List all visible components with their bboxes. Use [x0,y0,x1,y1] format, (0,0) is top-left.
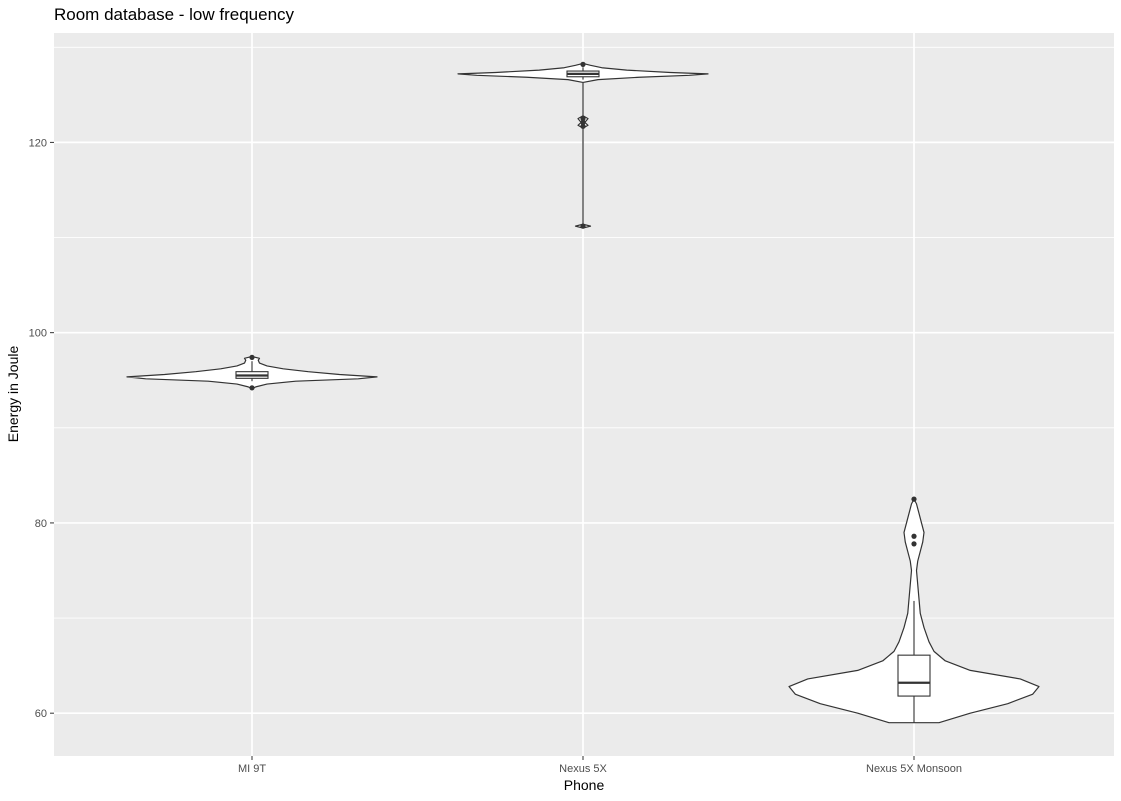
x-tick-label: Nexus 5X Monsoon [866,763,962,775]
outlier-point [580,223,586,229]
y-tick-label: 120 [29,137,47,149]
axis-layer: 60 80 100 120 MI 9T Nexus 5X Nexus 5X Monsoon [29,137,962,775]
outlier-point [580,119,586,126]
outlier-point [911,541,917,547]
y-tick-label: 80 [35,518,47,530]
outlier-point [580,116,586,122]
x-axis-title: Phone [564,777,605,793]
outlier-point [249,354,255,360]
outlier-point [911,496,917,502]
x-tick-label: MI 9T [238,763,266,775]
outlier-point [911,533,917,539]
violin-group [126,354,378,391]
x-tick-label: Nexus 5X [559,763,607,775]
y-tick-label: 60 [35,708,47,720]
chart-title: Room database - low frequency [54,5,295,24]
outlier-point [580,61,586,67]
y-tick-label: 100 [29,328,47,340]
plot-panel [54,33,1114,756]
outlier-point [249,385,255,391]
violin-group [457,61,709,229]
y-axis-title: Energy in Joule [5,346,21,443]
violin-layer [126,61,1040,724]
outlier-point [580,123,586,129]
violin-group [788,496,1040,724]
box [897,654,931,697]
